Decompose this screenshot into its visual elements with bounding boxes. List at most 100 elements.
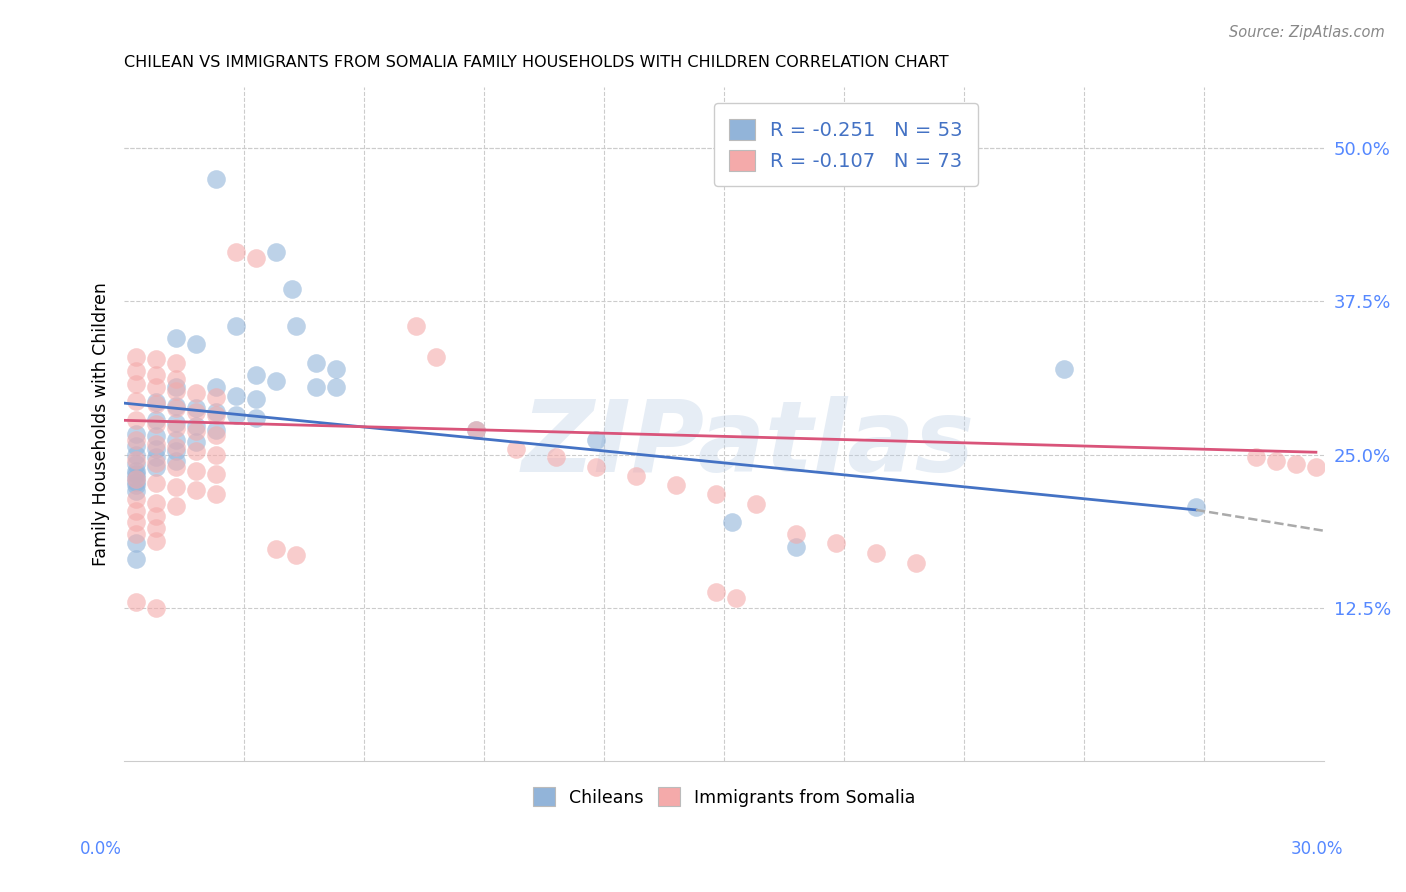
Point [264,245,287,260]
Point [1185,500,1208,515]
Point [145,495,167,509]
Point [425,350,447,364]
Point [725,591,748,606]
Point [245,410,267,425]
Point [186,337,208,351]
Point [125,364,148,378]
Point [546,450,568,464]
Point [186,464,208,478]
Point [205,171,228,186]
Point [585,433,607,447]
Point [165,454,187,468]
Point [165,356,187,370]
Point [165,416,187,430]
Point [225,389,247,403]
Point [125,376,148,391]
Point [585,459,607,474]
Point [125,433,148,447]
Point [205,405,228,419]
Point [785,527,807,541]
Point [205,409,228,423]
Point [125,552,148,566]
Point [165,420,187,434]
Point [305,356,328,370]
Point [125,491,148,506]
Point [186,419,208,434]
Point [165,433,187,447]
Point [186,444,208,458]
Point [825,536,848,550]
Point [145,417,167,431]
Point [205,467,228,482]
Point [125,413,148,427]
Point [165,384,187,398]
Point [245,368,267,382]
Point [245,392,267,407]
Point [205,380,228,394]
Point [125,439,148,453]
Point [145,450,167,464]
Point [305,380,328,394]
Point [125,484,148,499]
Point [145,413,167,427]
Point [1305,459,1327,474]
Point [704,487,727,501]
Point [785,540,807,554]
Point [145,368,167,382]
Point [1244,450,1267,464]
Text: CHILEAN VS IMMIGRANTS FROM SOMALIA FAMILY HOUSEHOLDS WITH CHILDREN CORRELATION C: CHILEAN VS IMMIGRANTS FROM SOMALIA FAMIL… [124,55,949,70]
Point [145,533,167,548]
Point [145,380,167,394]
Point [205,487,228,501]
Point [165,444,187,458]
Point [665,478,688,492]
Point [125,471,148,485]
Point [165,500,187,514]
Point [125,536,148,550]
Point [145,601,167,615]
Point [186,386,208,401]
Point [165,380,187,394]
Point [205,428,228,442]
Point [1053,361,1076,376]
Point [145,475,167,490]
Point [264,542,287,557]
Point [905,556,928,570]
Point [125,475,148,489]
Point [465,423,488,437]
Point [245,252,267,266]
Point [145,397,167,411]
Point [1264,454,1286,468]
Point [1285,458,1308,472]
Point [225,245,247,260]
Point [405,318,427,333]
Point [125,472,148,486]
Point [165,401,187,415]
Point [205,390,228,404]
Point [325,380,347,394]
Point [125,467,148,482]
Text: ZIPatlas: ZIPatlas [522,396,974,492]
Point [186,405,208,419]
Point [125,448,148,462]
Point [165,479,187,493]
Text: 0.0%: 0.0% [80,840,122,858]
Point [145,429,167,443]
Point [225,409,247,423]
Point [125,393,148,408]
Point [465,423,488,437]
Text: 30.0%: 30.0% [1291,840,1344,858]
Point [285,318,308,333]
Point [165,440,187,454]
Point [145,395,167,409]
Point [125,458,148,472]
Point [145,456,167,470]
Legend: Chileans, Immigrants from Somalia: Chileans, Immigrants from Somalia [526,780,922,814]
Point [125,504,148,518]
Point [704,585,727,599]
Point [125,426,148,441]
Point [145,459,167,474]
Point [145,442,167,456]
Y-axis label: Family Households with Children: Family Households with Children [93,282,110,566]
Point [125,452,148,467]
